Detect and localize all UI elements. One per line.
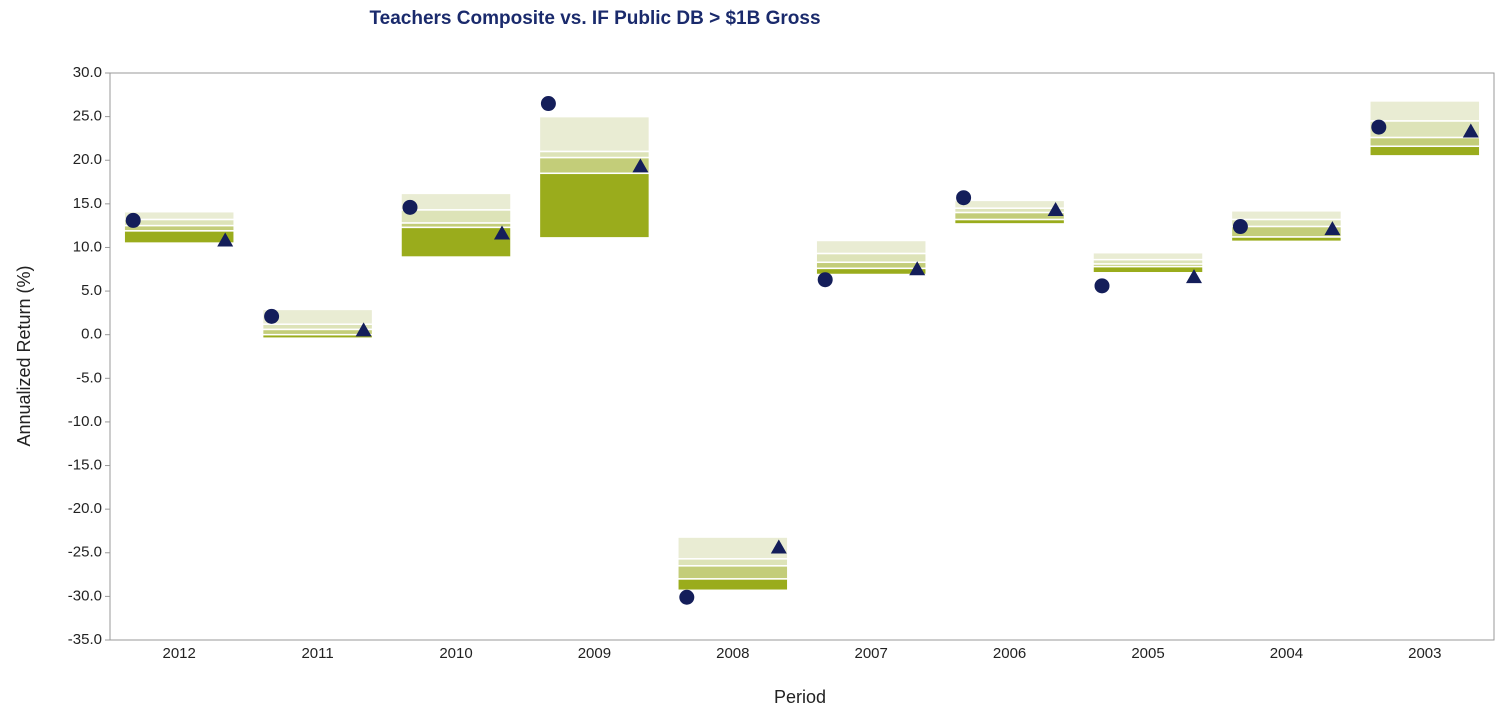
percentile-band — [677, 565, 789, 580]
percentile-band — [1369, 136, 1481, 148]
y-tick-label: -25.0 — [68, 544, 102, 561]
x-tick-label: 2003 — [1408, 645, 1441, 662]
circle-marker — [817, 272, 833, 288]
x-tick-label: 2006 — [993, 645, 1026, 662]
percentile-band — [1369, 100, 1481, 122]
percentile-band — [261, 328, 374, 336]
x-tick-label: 2012 — [163, 645, 196, 662]
x-axis-title: Period — [774, 687, 826, 707]
percentile-band — [953, 211, 1066, 221]
y-tick-label: -20.0 — [68, 500, 102, 517]
x-tick-label: 2007 — [855, 645, 888, 662]
circle-marker — [1371, 119, 1387, 135]
y-tick-label: -10.0 — [68, 413, 102, 430]
plot-frame — [109, 72, 1495, 641]
percentile-band — [261, 323, 374, 331]
x-tick-label: 2011 — [301, 645, 333, 662]
y-tick-label: 15.0 — [73, 195, 102, 212]
triangle-marker — [494, 225, 510, 240]
triangle-marker — [355, 322, 372, 337]
y-tick-label: -35.0 — [68, 631, 102, 648]
percentile-band — [815, 267, 927, 276]
circle-marker — [125, 212, 141, 228]
triangle-marker — [770, 539, 787, 554]
circle-marker — [264, 308, 280, 324]
percentile-band — [261, 308, 374, 325]
percentile-band — [1092, 265, 1204, 274]
circle-marker — [956, 190, 972, 206]
percentile-band — [1092, 251, 1204, 261]
percentile-band — [261, 333, 374, 339]
triangle-marker — [1186, 269, 1202, 284]
circle-marker — [540, 96, 556, 112]
circle-marker — [1232, 219, 1248, 235]
y-tick-label: 0.0 — [81, 326, 102, 343]
percentile-band — [538, 150, 651, 159]
y-tick-label: -15.0 — [68, 457, 102, 474]
percentile-band — [538, 115, 651, 153]
y-tick-label: -5.0 — [76, 369, 102, 386]
triangle-marker — [1324, 221, 1341, 236]
percentile-band — [953, 199, 1066, 209]
percentile-band — [123, 210, 235, 221]
x-tick-label: 2009 — [578, 645, 611, 662]
percentile-band — [1230, 236, 1343, 243]
y-tick-label: 20.0 — [73, 151, 102, 168]
triangle-marker — [909, 261, 926, 276]
triangle-marker — [1462, 123, 1479, 138]
chart-title: Teachers Composite vs. IF Public DB > $1… — [369, 8, 820, 29]
y-axis-title: Annualized Return (%) — [14, 265, 34, 446]
percentile-band — [815, 239, 927, 255]
y-tick-label: 10.0 — [73, 238, 102, 255]
percentile-band — [677, 558, 789, 567]
triangle-marker — [1047, 201, 1064, 216]
triangle-marker — [217, 232, 234, 247]
percentile-band — [815, 261, 927, 270]
percentile-band — [1369, 120, 1481, 139]
circle-marker — [402, 199, 418, 215]
percentile-band — [677, 536, 789, 560]
percentile-band — [1369, 145, 1481, 157]
percentile-band — [123, 230, 235, 244]
percentile-band — [953, 218, 1066, 225]
triangle-marker — [632, 158, 649, 173]
circle-marker — [679, 589, 695, 605]
percentile-band — [1230, 225, 1343, 238]
percentile-band — [400, 209, 512, 224]
y-tick-label: 25.0 — [73, 108, 102, 125]
percentile-band — [815, 252, 927, 264]
y-tick-label: 30.0 — [73, 64, 102, 81]
percentile-band — [400, 192, 512, 211]
percentile-band — [400, 226, 512, 258]
percentile-band — [123, 218, 235, 227]
percentile-band — [538, 172, 651, 239]
circle-marker — [1094, 278, 1110, 294]
percentile-band — [1230, 218, 1343, 228]
percentile-band — [677, 578, 789, 592]
x-tick-label: 2010 — [439, 645, 472, 662]
x-tick-label: 2005 — [1131, 645, 1164, 662]
x-tick-label: 2008 — [716, 645, 749, 662]
x-tick-label: 2004 — [1270, 645, 1303, 662]
percentile-band — [1230, 210, 1343, 221]
y-tick-label: -30.0 — [68, 587, 102, 604]
percentile-band — [538, 156, 651, 175]
percentile-band — [123, 224, 235, 232]
y-tick-label: 5.0 — [81, 282, 102, 299]
